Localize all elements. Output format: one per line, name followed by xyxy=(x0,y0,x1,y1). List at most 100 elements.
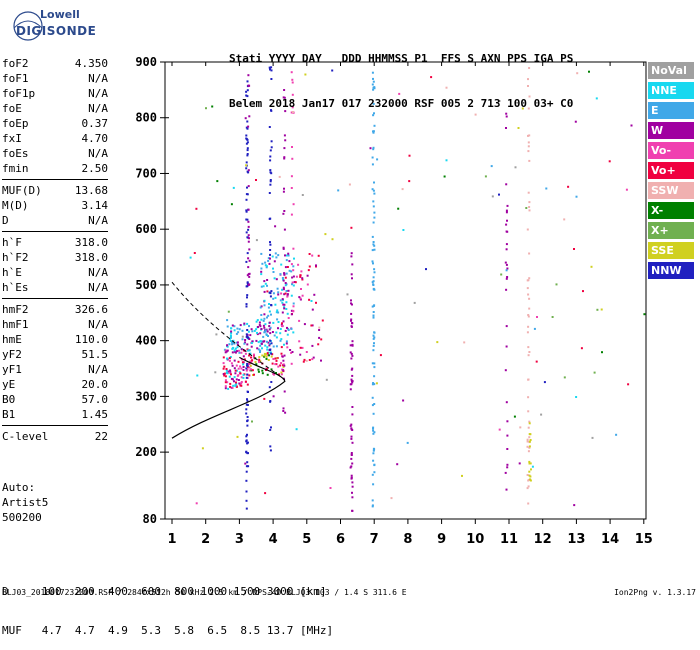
echo-point xyxy=(445,86,448,89)
echo-point xyxy=(226,319,229,322)
echo-point xyxy=(264,261,267,264)
echo-point xyxy=(244,117,247,120)
param-value: N/A xyxy=(88,102,108,115)
echo-point xyxy=(246,89,249,92)
echo-point xyxy=(250,345,253,348)
echo-point xyxy=(264,492,267,495)
echo-point xyxy=(232,341,235,344)
echo-point xyxy=(372,146,375,149)
param-name: h`F2 xyxy=(2,251,29,264)
echo-point xyxy=(255,328,258,331)
echo-point xyxy=(246,285,249,288)
echo-point xyxy=(251,330,254,333)
echo-point xyxy=(311,344,314,347)
echo-point xyxy=(351,344,354,347)
echo-point xyxy=(246,170,249,173)
param-value: N/A xyxy=(88,147,108,160)
echo-point xyxy=(270,352,273,355)
echo-point xyxy=(371,504,374,507)
echo-point xyxy=(292,305,295,308)
echo-point xyxy=(279,364,282,367)
echo-point xyxy=(282,359,285,362)
echo-point xyxy=(240,381,243,383)
echo-point xyxy=(244,352,247,355)
echo-point xyxy=(371,188,374,191)
echo-point xyxy=(506,420,509,423)
echo-point xyxy=(265,367,268,370)
echo-point xyxy=(528,436,531,439)
echo-point xyxy=(245,210,248,213)
echo-point xyxy=(582,290,584,293)
echo-point xyxy=(231,364,234,367)
echo-point xyxy=(211,105,214,108)
echo-point xyxy=(308,298,311,301)
echo-point xyxy=(222,356,225,359)
echo-point xyxy=(236,350,238,353)
echo-point xyxy=(245,209,248,212)
echo-point xyxy=(295,275,298,278)
echo-point xyxy=(259,360,262,363)
echo-point xyxy=(527,314,530,316)
echo-point xyxy=(253,373,255,376)
echo-point xyxy=(286,333,289,336)
echo-point xyxy=(266,290,269,293)
echo-point xyxy=(260,267,263,270)
echo-point xyxy=(247,283,250,286)
echo-point xyxy=(230,203,233,206)
echo-point xyxy=(505,211,508,214)
echo-point xyxy=(279,299,282,302)
echo-point xyxy=(291,351,294,353)
param-row: yE 20.0 xyxy=(2,377,108,392)
echo-point xyxy=(238,382,241,385)
echo-point xyxy=(505,243,508,246)
echo-point xyxy=(226,344,229,347)
echo-point xyxy=(373,375,376,378)
echo-point xyxy=(231,324,234,327)
echo-point xyxy=(229,385,232,388)
echo-point xyxy=(263,352,266,355)
echo-point xyxy=(375,382,378,385)
echo-point xyxy=(276,309,279,312)
echo-point xyxy=(250,328,253,331)
y-tick-label: 300 xyxy=(135,389,157,403)
echo-point xyxy=(320,338,323,341)
echo-point xyxy=(282,320,285,323)
echo-point xyxy=(245,435,248,438)
echo-point xyxy=(245,499,248,502)
echo-point xyxy=(226,381,229,384)
echo-point xyxy=(528,134,531,137)
legend-item: Vo- xyxy=(648,142,694,159)
echo-point xyxy=(288,260,291,263)
echo-point xyxy=(270,172,273,175)
echo-point xyxy=(214,371,217,374)
echo-point xyxy=(287,254,290,257)
echo-point xyxy=(246,193,249,196)
echo-point xyxy=(372,412,375,415)
echo-point xyxy=(259,332,262,335)
echo-point xyxy=(259,351,261,353)
echo-point xyxy=(245,126,248,129)
echo-point xyxy=(474,113,477,116)
echo-point xyxy=(269,292,272,295)
echo-point xyxy=(269,428,272,431)
echo-point xyxy=(291,78,294,81)
echo-point xyxy=(373,403,376,405)
echo-point xyxy=(527,450,530,453)
echo-point xyxy=(234,384,237,387)
echo-point xyxy=(285,283,288,286)
echo-point xyxy=(372,382,375,384)
echo-point xyxy=(268,262,271,265)
echo-point xyxy=(372,114,375,117)
echo-point xyxy=(425,268,427,271)
echo-point xyxy=(290,327,293,330)
echo-point xyxy=(249,361,252,364)
echo-point xyxy=(255,320,258,323)
echo-point xyxy=(264,323,267,326)
echo-point xyxy=(349,388,352,391)
echo-point xyxy=(247,125,250,128)
echo-point xyxy=(506,219,508,222)
echo-point xyxy=(233,367,236,370)
param-row: foEs N/A xyxy=(2,146,108,161)
echo-point xyxy=(514,166,517,169)
echo-point xyxy=(283,96,286,99)
